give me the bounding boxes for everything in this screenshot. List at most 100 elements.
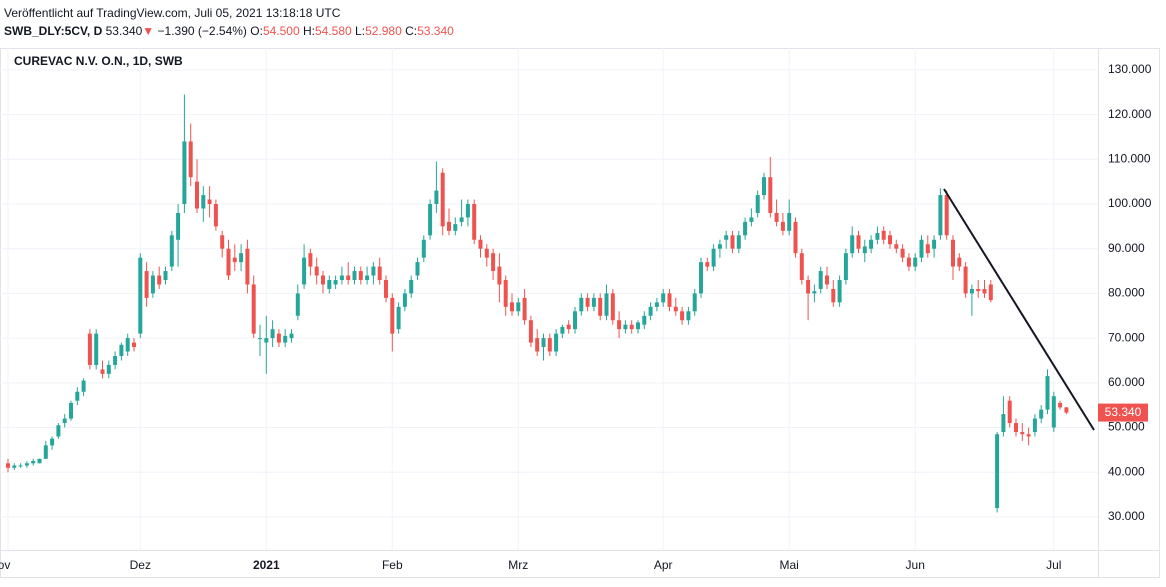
grid bbox=[0, 48, 1098, 550]
body bbox=[598, 297, 603, 316]
trend-line bbox=[943, 188, 1095, 431]
body bbox=[472, 204, 477, 240]
body bbox=[932, 239, 937, 249]
quote-line: SWB_DLY:5CV, D 53.340▼ −1.390 (−2.54%) O… bbox=[4, 22, 454, 40]
body bbox=[491, 253, 496, 272]
body bbox=[100, 369, 105, 374]
body bbox=[264, 338, 269, 343]
body bbox=[957, 257, 962, 267]
body bbox=[270, 329, 275, 339]
body bbox=[837, 280, 842, 303]
body bbox=[579, 297, 584, 312]
body bbox=[144, 271, 149, 298]
body bbox=[213, 204, 218, 227]
body bbox=[138, 257, 143, 334]
body bbox=[510, 302, 514, 312]
body bbox=[365, 275, 370, 281]
y-tick-label: 80.000 bbox=[1108, 286, 1145, 300]
body bbox=[50, 438, 55, 446]
body bbox=[251, 284, 256, 334]
body bbox=[743, 221, 748, 236]
x-tick-label: Dez bbox=[130, 558, 151, 572]
arrow: ▼ bbox=[142, 24, 155, 38]
body bbox=[119, 344, 124, 356]
l: 52.980 bbox=[365, 24, 402, 38]
body bbox=[516, 302, 521, 312]
body bbox=[314, 266, 319, 276]
body bbox=[384, 280, 388, 298]
body bbox=[195, 181, 199, 209]
y-tick-label: 70.000 bbox=[1108, 330, 1145, 344]
body bbox=[440, 172, 445, 227]
o-label: O: bbox=[250, 24, 263, 38]
body bbox=[352, 271, 357, 281]
body bbox=[245, 248, 250, 285]
body bbox=[1058, 402, 1063, 408]
body bbox=[258, 338, 262, 340]
body bbox=[875, 233, 880, 240]
body bbox=[812, 291, 817, 294]
body bbox=[132, 342, 136, 348]
body bbox=[711, 248, 716, 267]
body bbox=[232, 257, 237, 263]
body bbox=[188, 141, 193, 178]
body bbox=[339, 275, 344, 281]
x-tick-label: Mai bbox=[780, 558, 799, 572]
body bbox=[1026, 434, 1031, 437]
body bbox=[831, 288, 836, 303]
body bbox=[774, 212, 779, 222]
change: −1.390 (−2.54%) bbox=[157, 24, 247, 38]
body bbox=[686, 311, 691, 321]
body bbox=[125, 338, 130, 352]
o: 54.500 bbox=[262, 24, 300, 38]
body bbox=[163, 271, 168, 281]
body bbox=[988, 284, 993, 301]
body bbox=[982, 288, 987, 294]
body bbox=[415, 262, 420, 276]
body bbox=[308, 253, 313, 267]
body bbox=[736, 235, 741, 249]
y-tick-label: 50.000 bbox=[1108, 420, 1145, 434]
body bbox=[522, 297, 527, 321]
body bbox=[919, 239, 924, 258]
body bbox=[636, 322, 640, 330]
body bbox=[94, 333, 99, 365]
body bbox=[762, 177, 766, 196]
y-tick-label: 100.000 bbox=[1108, 196, 1152, 210]
body bbox=[566, 324, 571, 330]
body bbox=[346, 275, 351, 281]
body bbox=[396, 306, 401, 330]
body bbox=[6, 463, 10, 468]
y-tick-label: 30.000 bbox=[1108, 509, 1145, 523]
body bbox=[409, 280, 414, 294]
header: Veröffentlicht auf TradingView.com, Juli… bbox=[4, 4, 454, 40]
body bbox=[925, 244, 930, 254]
body bbox=[900, 248, 905, 258]
x-tick-label: ov bbox=[0, 558, 10, 572]
body bbox=[535, 338, 540, 352]
body bbox=[327, 280, 332, 289]
body bbox=[1064, 407, 1069, 413]
body bbox=[283, 335, 288, 343]
body bbox=[730, 235, 735, 249]
h-label: H: bbox=[303, 24, 315, 38]
body bbox=[818, 271, 823, 289]
x-tick-label: Feb bbox=[382, 558, 403, 572]
body bbox=[717, 244, 722, 249]
last-price-box bbox=[1098, 403, 1148, 422]
body bbox=[321, 275, 325, 285]
body bbox=[69, 402, 73, 419]
body bbox=[692, 293, 697, 312]
body bbox=[295, 293, 300, 316]
frame bbox=[0, 48, 1160, 578]
body bbox=[951, 239, 955, 267]
body bbox=[201, 195, 206, 209]
body bbox=[969, 288, 974, 294]
body bbox=[503, 280, 508, 307]
body bbox=[554, 333, 559, 352]
body bbox=[150, 275, 155, 294]
body bbox=[402, 293, 407, 307]
body bbox=[1007, 400, 1012, 424]
published: Veröffentlicht auf TradingView.com, Juli… bbox=[4, 6, 341, 20]
body bbox=[938, 195, 943, 236]
